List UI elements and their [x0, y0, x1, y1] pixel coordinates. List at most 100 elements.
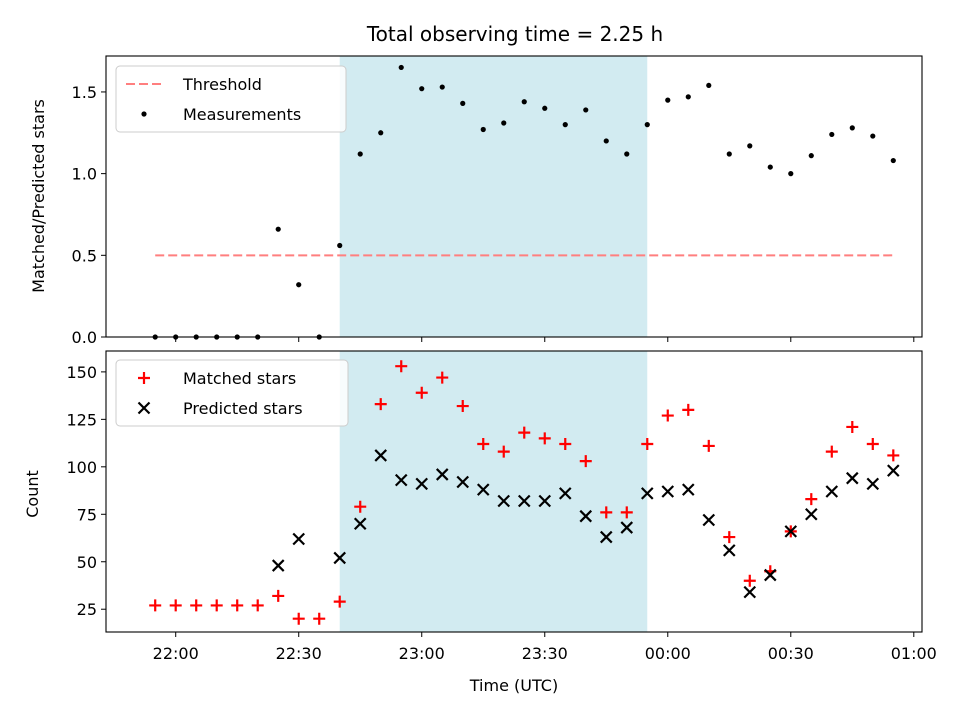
predicted-stars-point — [497, 494, 511, 508]
predicted-stars-point — [292, 532, 306, 546]
count-legend-label: Predicted stars — [183, 399, 303, 418]
measurement-point — [398, 64, 404, 71]
count-frame — [105, 350, 923, 633]
measurement-point — [644, 122, 650, 128]
ratio-y-tick-label: 0.0 — [72, 328, 97, 347]
predicted-stars-point — [374, 449, 388, 462]
predicted-stars-point — [558, 487, 572, 500]
ratio-y-tick-label: 1.0 — [72, 165, 97, 184]
matched-stars-point — [538, 432, 551, 445]
x-tick-label: 00:30 — [768, 644, 814, 663]
matched-stars-point — [805, 493, 818, 506]
measurement-point — [419, 86, 425, 92]
matched-stars-point — [600, 506, 613, 519]
ratio-frame — [105, 55, 923, 338]
predicted-stars-point — [353, 517, 367, 531]
measurement-point — [665, 97, 671, 103]
matched-stars-point — [682, 403, 695, 416]
matched-stars-point — [559, 438, 572, 451]
chart-title: Total observing time = 2.25 h — [366, 22, 663, 46]
ratio-legend-label: Measurements — [183, 105, 301, 124]
matched-stars-point — [518, 426, 531, 439]
matched-stars-point — [846, 420, 859, 433]
matched-stars-point — [333, 595, 346, 608]
matched-stars-point — [231, 599, 244, 612]
count-y-tick-label: 150 — [66, 363, 97, 382]
measurement-point — [603, 138, 609, 144]
matched-stars-point — [743, 574, 756, 587]
matched-stars-point — [887, 449, 900, 462]
count-legend-box — [115, 359, 349, 427]
x-tick-label: 22:30 — [276, 644, 322, 663]
ratio-legend-measurements-swatch — [141, 111, 147, 117]
matched-stars-point — [169, 599, 182, 612]
predicted-stars-point — [435, 468, 449, 481]
count-legend-predicted-swatch — [137, 401, 151, 415]
measurement-point — [808, 153, 814, 159]
matched-stars-point — [272, 589, 285, 602]
measurement-point — [378, 130, 384, 136]
ratio-shaded-span — [339, 56, 648, 337]
matched-stars-point — [292, 612, 305, 625]
predicted-stars-point — [784, 525, 798, 538]
count-legend-matched-swatch — [138, 372, 150, 384]
measurement-point — [767, 164, 773, 170]
predicted-stars-point — [620, 521, 634, 534]
measurement-point — [829, 131, 835, 138]
count-y-tick-label: 100 — [66, 458, 97, 477]
predicted-stars-point — [640, 487, 654, 500]
predicted-stars-point — [271, 559, 285, 572]
count-y-tick-label: 50 — [77, 553, 97, 572]
predicted-stars-point — [415, 477, 429, 491]
measurement-point — [890, 157, 896, 164]
count-y-tick-label: 75 — [77, 505, 97, 524]
ratio-axes: Matched/Predicted stars 0.0 0.5 1.0 1.5 Thre… — [29, 55, 923, 347]
matched-stars-point — [354, 500, 367, 513]
predicted-stars-point — [887, 464, 900, 477]
measurement-point — [439, 84, 445, 90]
predicted-stars-point — [661, 485, 675, 498]
x-tick-label: 23:30 — [522, 644, 568, 663]
matched-stars-point — [825, 445, 838, 458]
matched-stars-point — [497, 445, 510, 458]
predicted-stars-point — [456, 475, 470, 489]
ratio-legend-label: Threshold — [182, 75, 262, 94]
matched-stars-point — [415, 386, 428, 399]
count-axes: Count Time (UTC) 25 50 75 100 125 150 22:00 22:… — [23, 350, 937, 695]
ratio-y-tick-label: 1.5 — [72, 83, 97, 102]
matched-stars-point — [579, 455, 592, 468]
predicted-stars-point — [538, 494, 552, 508]
measurement-point — [685, 94, 691, 100]
measurement-point — [542, 105, 548, 111]
measurement-point — [562, 122, 568, 128]
matched-stars-point — [456, 400, 469, 413]
predicted-stars-point — [517, 494, 531, 508]
matched-stars-point — [313, 612, 326, 625]
matched-stars-point — [395, 360, 408, 373]
measurement-point — [521, 99, 527, 105]
measurement-point — [480, 126, 486, 133]
measurement-point — [726, 151, 732, 157]
x-tick-label: 00:00 — [645, 644, 691, 663]
x-tick-label: 23:00 — [399, 644, 445, 663]
measurement-point — [275, 226, 281, 232]
measurement-point — [870, 133, 876, 139]
ratio-y-axis-label: Matched/Predicted stars — [29, 99, 48, 293]
predicted-stars-point — [333, 551, 347, 565]
measurement-point — [296, 282, 302, 288]
matched-stars-point — [190, 599, 203, 612]
x-axis-label: Time (UTC) — [469, 676, 558, 695]
matched-stars-point — [620, 506, 633, 519]
count-y-tick-label: 25 — [77, 600, 97, 619]
measurement-point — [501, 120, 507, 126]
matched-stars-point — [210, 599, 223, 612]
measurement-point — [460, 100, 466, 106]
predicted-stars-point — [702, 513, 716, 527]
measurement-point — [706, 82, 712, 89]
predicted-stars-point — [579, 509, 593, 523]
predicted-stars-point — [743, 585, 757, 599]
predicted-stars-point — [805, 508, 818, 521]
predicted-stars-point — [846, 471, 859, 485]
matched-stars-point — [251, 599, 264, 612]
